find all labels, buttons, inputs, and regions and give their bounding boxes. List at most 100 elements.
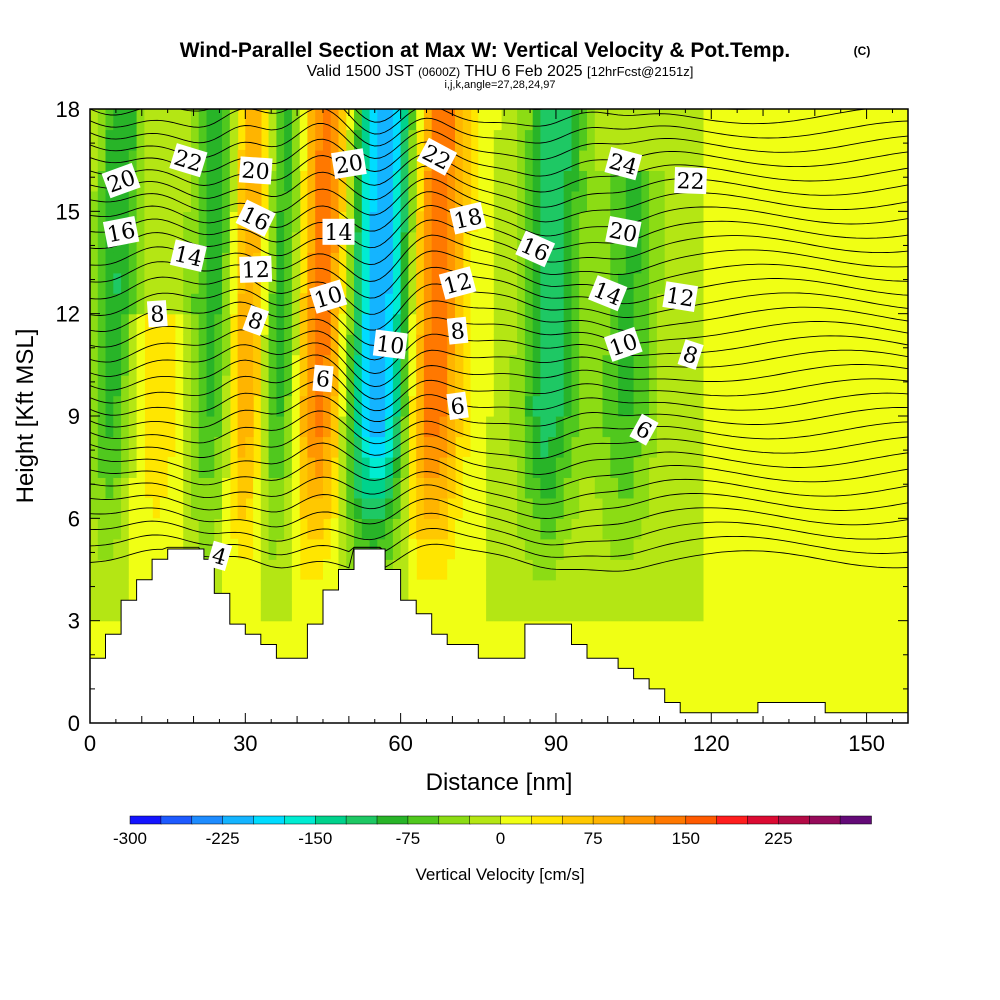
- velocity-cell: [602, 211, 611, 233]
- velocity-cell: [781, 477, 790, 499]
- velocity-cell: [858, 170, 868, 192]
- velocity-cell: [323, 170, 332, 192]
- velocity-cell: [827, 518, 837, 540]
- velocity-cell: [750, 170, 759, 192]
- velocity-cell: [361, 293, 371, 315]
- velocity-cell: [105, 129, 114, 151]
- velocity-cell: [835, 682, 844, 704]
- velocity-cell: [517, 252, 526, 274]
- velocity-cell: [866, 620, 875, 642]
- velocity-cell: [874, 682, 883, 704]
- velocity-cell: [532, 129, 542, 151]
- velocity-cell: [695, 436, 705, 458]
- velocity-cell: [680, 600, 689, 622]
- velocity-cell: [206, 313, 215, 335]
- velocity-cell: [843, 682, 852, 704]
- velocity-cell: [695, 149, 705, 171]
- velocity-cell: [625, 129, 635, 151]
- velocity-cell: [105, 436, 114, 458]
- velocity-cell: [773, 497, 782, 519]
- velocity-cell: [377, 170, 386, 192]
- velocity-cell: [563, 129, 573, 151]
- velocity-cell: [866, 559, 875, 581]
- velocity-cell: [835, 620, 844, 642]
- velocity-cell: [470, 436, 479, 458]
- velocity-cell: [291, 620, 301, 642]
- velocity-cell: [330, 190, 340, 212]
- velocity-cell: [90, 436, 99, 458]
- velocity-cell: [571, 375, 580, 397]
- velocity-cell: [820, 538, 829, 560]
- velocity-cell: [905, 497, 908, 519]
- velocity-cell: [524, 436, 534, 458]
- velocity-cell: [688, 682, 697, 704]
- velocity-cell: [214, 231, 223, 253]
- velocity-cell: [742, 170, 751, 192]
- velocity-cell: [175, 395, 184, 417]
- velocity-cell: [486, 579, 495, 601]
- velocity-cell: [307, 190, 316, 212]
- velocity-cell: [680, 375, 689, 397]
- velocity-cell: [385, 375, 394, 397]
- velocity-cell: [820, 354, 829, 376]
- velocity-cell: [571, 436, 580, 458]
- velocity-cell: [291, 559, 301, 581]
- velocity-cell: [284, 129, 293, 151]
- velocity-cell: [703, 354, 712, 376]
- velocity-cell: [128, 559, 138, 581]
- velocity-cell: [330, 313, 340, 335]
- velocity-cell: [478, 579, 487, 601]
- velocity-cell: [90, 579, 99, 601]
- velocity-cell: [889, 436, 899, 458]
- velocity-cell: [478, 129, 487, 151]
- velocity-cell: [664, 579, 674, 601]
- velocity-cell: [563, 436, 573, 458]
- velocity-cell: [517, 334, 526, 356]
- velocity-cell: [781, 149, 790, 171]
- velocity-cell: [734, 190, 743, 212]
- velocity-cell: [905, 272, 908, 294]
- velocity-cell: [159, 211, 169, 233]
- velocity-cell: [144, 252, 153, 274]
- velocity-cell: [835, 600, 844, 622]
- velocity-cell: [788, 313, 798, 335]
- velocity-cell: [812, 190, 821, 212]
- velocity-cell: [532, 313, 542, 335]
- velocity-cell: [222, 334, 231, 356]
- velocity-cell: [711, 109, 720, 131]
- velocity-cell: [532, 170, 542, 192]
- velocity-cell: [315, 109, 324, 131]
- velocity-cell: [260, 334, 270, 356]
- velocity-cell: [882, 395, 891, 417]
- velocity-cell: [734, 334, 743, 356]
- contour-label-text: 6: [315, 367, 331, 393]
- velocity-cell: [509, 416, 518, 438]
- velocity-cell: [555, 416, 565, 438]
- velocity-cell: [835, 375, 844, 397]
- velocity-cell: [478, 641, 487, 663]
- velocity-cell: [462, 190, 472, 212]
- velocity-cell: [835, 293, 844, 315]
- velocity-cell: [757, 375, 767, 397]
- velocity-cell: [478, 559, 487, 581]
- velocity-cell: [812, 538, 821, 560]
- velocity-cell: [493, 190, 503, 212]
- velocity-cell: [470, 354, 479, 376]
- velocity-cell: [656, 109, 666, 131]
- velocity-cell: [253, 231, 262, 253]
- velocity-cell: [152, 231, 161, 253]
- velocity-cell: [128, 518, 138, 540]
- velocity-cell: [431, 436, 441, 458]
- velocity-cell: [618, 313, 627, 335]
- contour-label-box: [674, 167, 708, 195]
- velocity-cell: [330, 518, 340, 540]
- velocity-cell: [555, 579, 565, 601]
- velocity-cell: [354, 109, 363, 131]
- velocity-cell: [431, 456, 441, 478]
- theta-contour-line: [90, 410, 908, 445]
- velocity-cell: [851, 620, 860, 642]
- velocity-cell: [493, 538, 503, 560]
- velocity-cell: [400, 456, 409, 478]
- velocity-cell: [594, 109, 604, 131]
- velocity-cell: [361, 477, 371, 499]
